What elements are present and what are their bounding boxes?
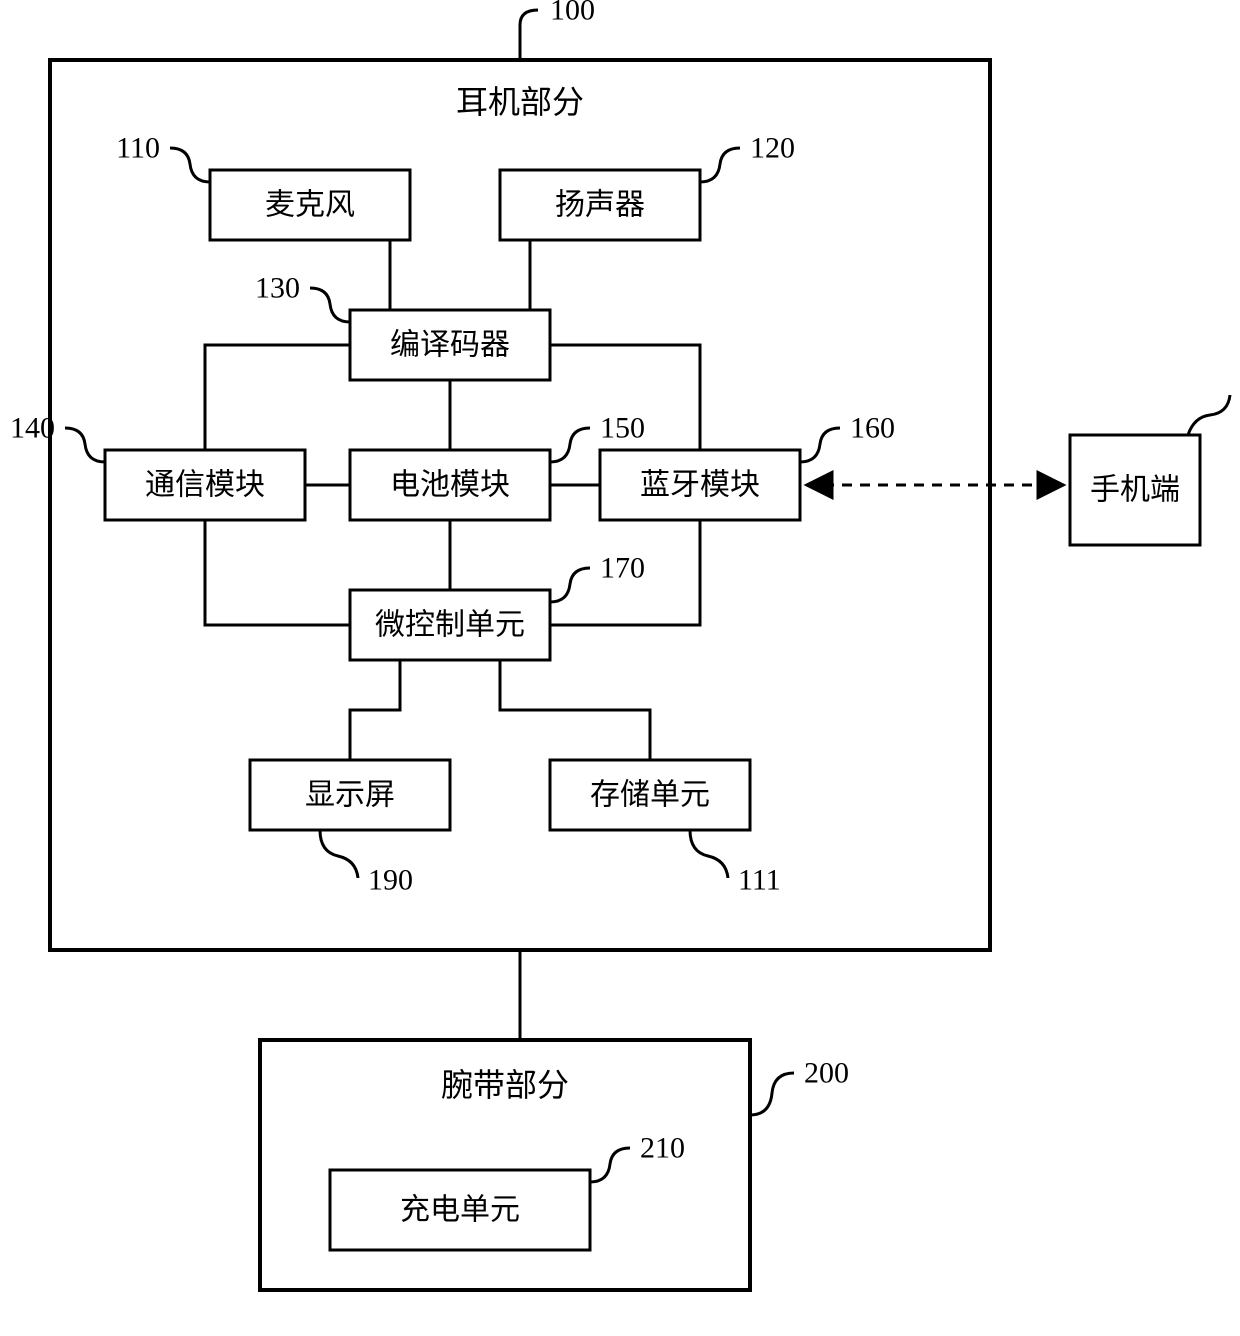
ref-100: 100 <box>550 0 595 27</box>
ref-170: 170 <box>600 552 645 585</box>
block-codec-label: 编译码器 <box>390 329 510 362</box>
block-mcu-label: 微控制单元 <box>375 609 525 642</box>
ref-111: 111 <box>738 864 781 897</box>
leader-100 <box>520 10 538 60</box>
ref-130: 130 <box>255 272 300 305</box>
ref-200: 200 <box>804 1057 849 1090</box>
leader-200 <box>750 1073 794 1115</box>
block-bt-label: 蓝牙模块 <box>640 469 760 502</box>
block-charger-label: 充电单元 <box>400 1194 520 1227</box>
block-speaker-label: 扬声器 <box>555 189 645 222</box>
block-battery-label: 电池模块 <box>390 469 510 502</box>
ref-110: 110 <box>116 132 160 165</box>
ref-190: 190 <box>368 864 413 897</box>
leader-300 <box>1188 395 1230 435</box>
ref-150: 150 <box>600 412 645 445</box>
container-wristband-title: 腕带部分 <box>441 1067 569 1103</box>
block-display-label: 显示屏 <box>305 779 395 812</box>
container-earphone-title: 耳机部分 <box>456 84 584 120</box>
block-phone-label: 手机端 <box>1090 474 1180 507</box>
ref-120: 120 <box>750 132 795 165</box>
ref-210: 210 <box>640 1132 685 1165</box>
block-mic-label: 麦克风 <box>265 189 355 222</box>
block-storage-label: 存储单元 <box>590 779 710 812</box>
ref-160: 160 <box>850 412 895 445</box>
ref-140: 140 <box>10 412 55 445</box>
block-comm-label: 通信模块 <box>145 469 265 502</box>
